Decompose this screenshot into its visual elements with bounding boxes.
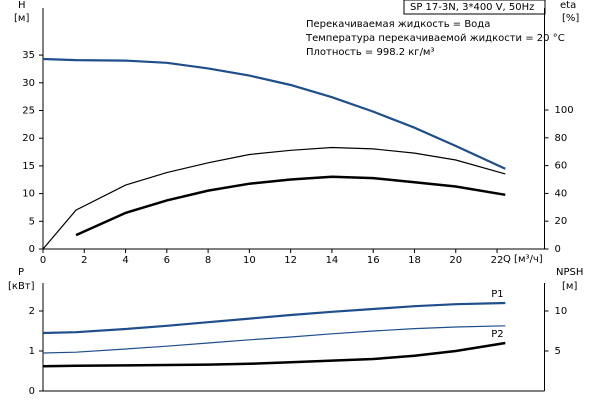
y2-axis-unit: [%] [562,13,579,24]
x-axis-label: Q [м³/ч] [503,254,543,265]
x-tick-label: 20 [449,255,462,266]
x-tick-label: 12 [284,255,297,266]
y-tick-label: 10 [22,189,35,200]
x-tick-label: 2 [81,255,87,266]
chart-title: SP 17-3N, 3*400 V, 50Hz [410,2,534,13]
y-tick-label: 20 [22,133,35,144]
y2-axis-label: NPSH [556,267,583,278]
annotation: Перекачиваемая жидкость = Вода [306,19,490,30]
curve [42,341,506,368]
y-axis-label: P [18,267,24,278]
x-tick-label: 22 [491,255,504,266]
y-tick-label: 0 [29,386,35,397]
x-tick-label: 10 [243,255,256,266]
y2-tick-label: 40 [555,188,568,199]
y2-axis-unit: [м] [562,281,577,292]
y2-tick-label: 0 [555,244,561,255]
curve [75,175,506,237]
y2-tick-label: 100 [555,105,574,116]
annotation: Плотность = 998.2 кг/м³ [306,47,435,58]
x-tick-label: 4 [122,255,128,266]
y2-axis-label: eta [560,0,576,11]
y-tick-label: 35 [22,50,35,61]
y-tick-label: 1 [29,346,35,357]
x-tick-label: 6 [164,255,170,266]
x-tick-label: 16 [367,255,380,266]
x-tick-label: 0 [40,255,46,266]
curve [42,146,506,250]
y-tick-label: 30 [22,78,35,89]
x-tick-label: 8 [205,255,211,266]
y2-tick-label: 5 [555,346,561,357]
curve [42,301,506,335]
title-box [403,0,546,15]
y-axis-unit: [кВт] [8,281,35,292]
x-tick-label: 18 [408,255,421,266]
x-tick-label: 14 [326,255,339,266]
curve [42,57,506,170]
y-tick-label: 2 [29,306,35,317]
y2-tick-label: 80 [555,133,568,144]
y2-tick-label: 60 [555,161,568,172]
y-axis-unit: [м] [14,13,29,24]
y-axis-label: H [18,0,26,11]
y-tick-label: 25 [22,105,35,116]
y-tick-label: 5 [29,216,35,227]
annotation: Температура перекачиваемой жидкости = 20… [305,33,565,44]
y-tick-label: 15 [22,161,35,172]
y2-tick-label: 20 [555,216,568,227]
y-tick-label: 0 [29,244,35,255]
curve [42,325,506,354]
y2-tick-label: 10 [555,306,568,317]
curve-label: P2 [491,329,503,340]
curve-label: P1 [491,289,503,300]
